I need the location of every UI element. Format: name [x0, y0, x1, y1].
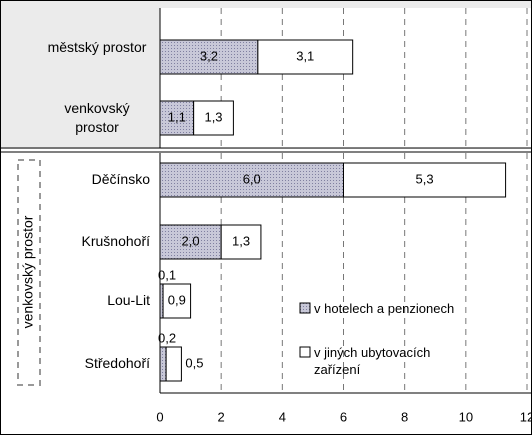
legend-label: v jiných ubytovacích zařízení: [314, 345, 431, 377]
data-label: 1,3: [204, 109, 222, 124]
bar-segment: [257, 39, 354, 75]
bar-segment: [159, 224, 222, 260]
group-bracket: [17, 159, 41, 386]
bar-segment: [159, 162, 344, 198]
data-label: 1,1: [168, 109, 186, 124]
bar-segment: [162, 283, 192, 319]
x-tick-label: 2: [218, 409, 225, 424]
x-tick-label: 0: [156, 409, 163, 424]
legend-swatch: [299, 346, 311, 358]
bar-segment: [220, 224, 262, 260]
bar-segment: [165, 346, 182, 382]
data-label: 2,0: [182, 233, 200, 248]
y-tick-label: Lou-Lit: [107, 292, 150, 308]
bar-segment: [159, 346, 167, 382]
data-label: 3,1: [296, 48, 314, 63]
x-tick-label: 12: [520, 409, 532, 424]
data-label: 1,3: [232, 233, 250, 248]
data-label: 5,3: [416, 171, 434, 186]
x-tick-label: 6: [340, 409, 347, 424]
bar-segment: [159, 39, 259, 75]
y-tick-label: městský prostor: [47, 39, 147, 55]
x-tick-label: 10: [459, 409, 473, 424]
data-label: 6,0: [243, 171, 261, 186]
bar-segment: [343, 162, 507, 198]
x-tick-label: 4: [279, 409, 286, 424]
data-label: 0,9: [168, 292, 186, 307]
data-label: 0,5: [185, 355, 203, 370]
y-tick-label: venkovský prostor: [64, 100, 130, 135]
legend-label: v hotelech a penzionech: [314, 301, 455, 316]
x-tick-label: 8: [401, 409, 408, 424]
data-label: 3,2: [200, 48, 218, 63]
y-tick-label: Středohoří: [84, 355, 150, 371]
y-tick-label: Děčínsko: [91, 171, 150, 187]
group-label: venkovský prostor: [20, 215, 36, 328]
bar-segment: [193, 100, 234, 136]
legend-swatch: [299, 302, 311, 314]
data-label: 0,2: [158, 330, 176, 345]
bar-segment: [159, 100, 195, 136]
data-label: 0,1: [158, 267, 176, 282]
y-tick-label: Krušnohoří: [81, 233, 150, 249]
